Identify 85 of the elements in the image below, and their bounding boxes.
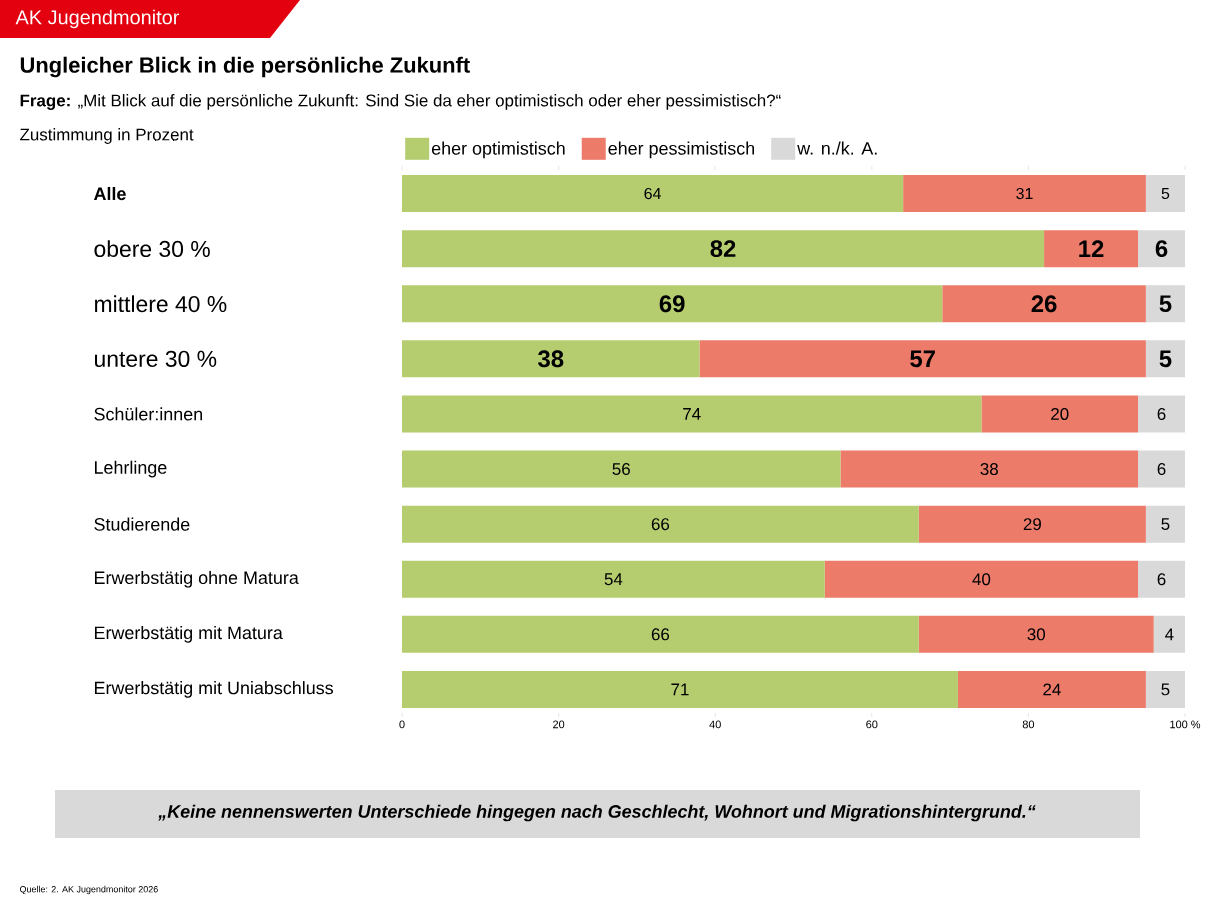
bar (1145, 670, 1186, 708)
bar (1145, 285, 1186, 323)
x-tick-label: 80 (1022, 720, 1035, 729)
data-label: 5 (1159, 295, 1172, 313)
y-tick-label: Studierende (94, 517, 190, 531)
data-label: 26 (1031, 295, 1057, 313)
y-tick-label: Lehrlinge (94, 460, 167, 478)
data-label: 54 (604, 573, 623, 586)
data-label: 74 (683, 408, 701, 420)
data-label: 5 (1161, 683, 1170, 696)
data-label: 38 (980, 463, 998, 476)
data-label: 64 (644, 187, 661, 200)
bar (957, 670, 1146, 708)
bar (1153, 615, 1186, 653)
bar (402, 505, 919, 543)
data-label: 6 (1157, 463, 1166, 476)
legend-label: w. n./k. A. (797, 141, 877, 155)
bar (402, 175, 904, 213)
data-label: 82 (710, 240, 736, 258)
x-tick-label: 0 (399, 720, 405, 729)
data-label: 6 (1157, 573, 1166, 586)
data-label: 40 (972, 573, 991, 586)
data-label: 30 (1027, 628, 1046, 641)
data-label: 31 (1016, 187, 1033, 200)
bar (402, 560, 825, 598)
x-tick-label: 60 (866, 720, 878, 729)
bar (1145, 340, 1186, 378)
text: AK Jugendmonitor (15, 9, 180, 29)
data-label: 12 (1079, 240, 1104, 257)
bar (1145, 505, 1186, 543)
bar (402, 670, 958, 708)
bar (903, 175, 1146, 213)
y-tick-label: untere 30 % (95, 350, 217, 367)
data-label: 5 (1161, 187, 1170, 200)
bar (824, 560, 1139, 598)
bar (1138, 450, 1186, 488)
source-note: Quelle: 2. AK Jugendmonitor 2026 (19, 885, 158, 895)
text: „Keine nennenswerten Unterschiede hingegen nach Geschlecht, Wohnort und Migrationshintergrund.“ (158, 804, 1036, 822)
bar (1138, 230, 1186, 268)
data-label: 6 (1157, 407, 1166, 420)
bar (918, 615, 1154, 653)
bar (1138, 560, 1186, 598)
bar (402, 615, 919, 653)
bar (1145, 175, 1186, 213)
data-label: 69 (659, 295, 685, 313)
bar (402, 395, 982, 433)
text: Zustimmung in Prozent (20, 128, 194, 144)
y-tick-label: mittlere 40 % (95, 295, 227, 313)
chart-subtitle: Frage: „Mit Blick auf die persönliche Zukunft: Sind Sie da eher optimistisch oder eher pessimistisch?“ (20, 94, 781, 110)
x-tick-label: 100 % (1170, 720, 1201, 729)
y-tick-label: Schüler:innen (94, 407, 202, 421)
data-label: 5 (1159, 350, 1172, 368)
legend-label: eher pessimistisch (608, 141, 755, 159)
bar (1044, 230, 1139, 268)
x-tick-label: 20 (553, 720, 565, 729)
bar (840, 450, 1139, 488)
data-label: 5 (1161, 518, 1170, 531)
y-tick-label: Alle (93, 186, 126, 201)
chart-title: Ungleicher Blick in die persönliche Zukunft (20, 56, 470, 78)
data-label: 66 (651, 628, 670, 641)
y-tick-label: Erwerbstätig mit Uniabschluss (94, 681, 334, 698)
data-label: 6 (1155, 240, 1168, 258)
bar (699, 340, 1146, 378)
bar (402, 450, 841, 488)
data-label: 66 (651, 518, 670, 531)
data-label: 38 (538, 350, 564, 368)
bar (918, 505, 1146, 543)
y-tick-label: Erwerbstätig ohne Matura (94, 570, 299, 588)
data-label: 56 (612, 463, 630, 476)
data-label: 20 (1051, 407, 1069, 420)
x-tick-label: 40 (709, 720, 721, 729)
bar (981, 395, 1139, 433)
legend-label: eher optimistisch (431, 141, 565, 159)
y-tick-label: Erwerbstätig mit Matura (94, 625, 283, 643)
bar (402, 230, 1045, 268)
bar (402, 285, 943, 323)
data-label: 71 (671, 683, 689, 696)
data-label: 4 (1165, 628, 1174, 641)
data-label: 24 (1043, 683, 1061, 696)
bar (942, 285, 1146, 323)
data-label: 29 (1023, 518, 1041, 531)
data-label: 57 (910, 350, 935, 368)
y-tick-label: obere 30 % (94, 240, 210, 258)
bar (1138, 395, 1186, 433)
bar (402, 340, 700, 378)
